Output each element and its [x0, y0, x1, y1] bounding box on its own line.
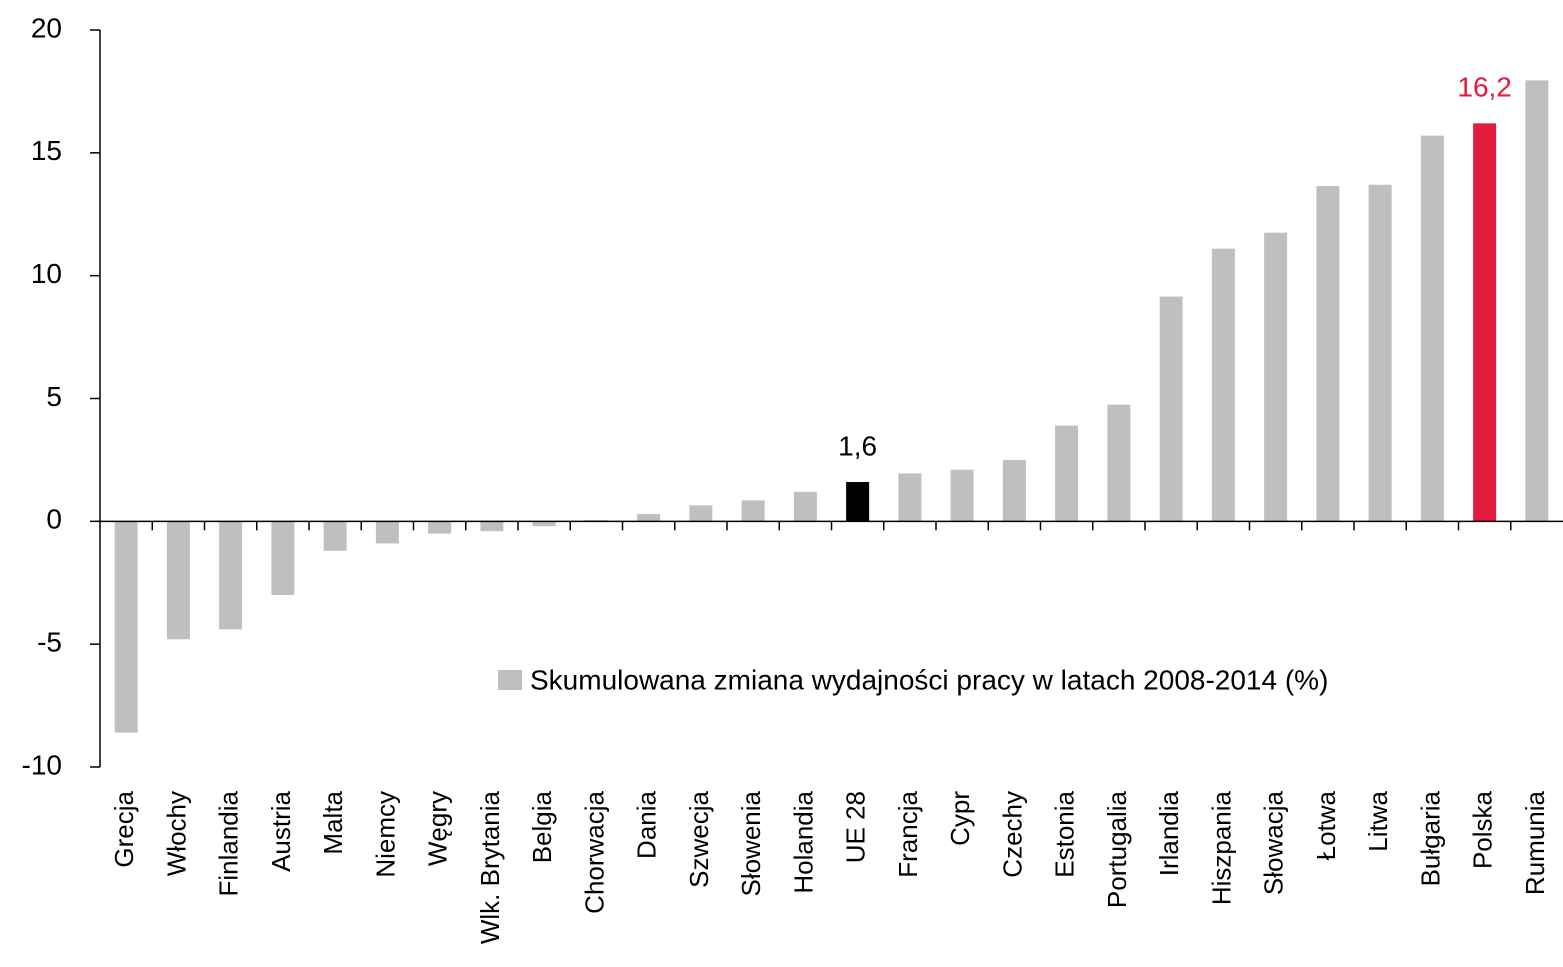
- x-tick-label: Austria: [266, 790, 296, 871]
- y-tick-label: 15: [31, 135, 62, 166]
- bar: [1107, 404, 1131, 522]
- x-tick-label: Niemcy: [370, 791, 400, 878]
- x-tick-label: Słowacja: [1259, 790, 1289, 895]
- bar: [741, 500, 765, 522]
- x-tick-label: Włochy: [161, 791, 191, 876]
- x-tick-label: Szwecja: [684, 790, 714, 887]
- bar: [1159, 296, 1183, 522]
- bar: [637, 513, 661, 522]
- bar: [375, 521, 399, 544]
- x-tick-label: Wlk. Brytania: [475, 790, 505, 944]
- bar: [1525, 80, 1549, 522]
- bar: [689, 505, 713, 522]
- x-tick-label: Węgry: [423, 791, 453, 866]
- x-tick-label: Irlandia: [1154, 790, 1184, 876]
- y-tick-label: -10: [22, 749, 62, 780]
- bar: [1420, 135, 1444, 522]
- x-tick-label: Hiszpania: [1206, 790, 1236, 905]
- x-tick-label: Łotwa: [1311, 790, 1341, 860]
- x-tick-label: Holandia: [788, 790, 818, 893]
- x-tick-label: Dania: [632, 790, 662, 858]
- bar: [114, 521, 138, 733]
- x-tick-label: Chorwacja: [579, 790, 609, 913]
- bar: [1211, 248, 1235, 522]
- x-tick-label: Cypr: [945, 791, 975, 846]
- bar: [532, 521, 556, 527]
- x-tick-label: Czechy: [997, 791, 1027, 878]
- x-tick-label: Grecja: [109, 790, 139, 867]
- bar: [793, 491, 817, 522]
- bar: [1055, 425, 1079, 522]
- bar: [1002, 459, 1026, 522]
- bar: [271, 521, 295, 596]
- bar: [898, 473, 922, 522]
- bar: [846, 482, 870, 522]
- bar: [1264, 232, 1288, 522]
- data-label: 1,6: [838, 430, 877, 461]
- y-tick-label: 20: [31, 12, 62, 43]
- x-tick-label: Bułgaria: [1415, 790, 1445, 886]
- bar: [1368, 184, 1392, 522]
- legend-swatch: [498, 670, 522, 690]
- x-tick-label: Francja: [893, 790, 923, 877]
- bar: [166, 521, 190, 640]
- x-tick-label: Słowenia: [736, 790, 766, 896]
- x-tick-label: Finlandia: [214, 790, 244, 896]
- bar: [950, 469, 974, 522]
- x-tick-label: UE 28: [841, 791, 871, 863]
- x-tick-label: Litwa: [1363, 790, 1393, 851]
- y-tick-label: -5: [37, 627, 62, 658]
- x-tick-label: Portugalia: [1102, 790, 1132, 908]
- x-tick-label: Belgia: [527, 790, 557, 863]
- bar: [323, 521, 347, 551]
- y-tick-label: 10: [31, 258, 62, 289]
- legend-label: Skumulowana zmiana wydajności pracy w la…: [530, 664, 1328, 695]
- x-tick-label: Rumunia: [1520, 790, 1550, 895]
- bar: [480, 521, 504, 532]
- bar: [1316, 185, 1340, 522]
- bar: [219, 521, 243, 630]
- x-tick-label: Polska: [1468, 790, 1498, 869]
- data-label: 16,2: [1457, 72, 1512, 103]
- x-tick-label: Estonia: [1050, 790, 1080, 877]
- bar: [1473, 123, 1497, 522]
- y-tick-label: 5: [46, 381, 62, 412]
- x-tick-label: Malta: [318, 790, 348, 854]
- bar: [428, 521, 452, 534]
- y-tick-label: 0: [46, 504, 62, 535]
